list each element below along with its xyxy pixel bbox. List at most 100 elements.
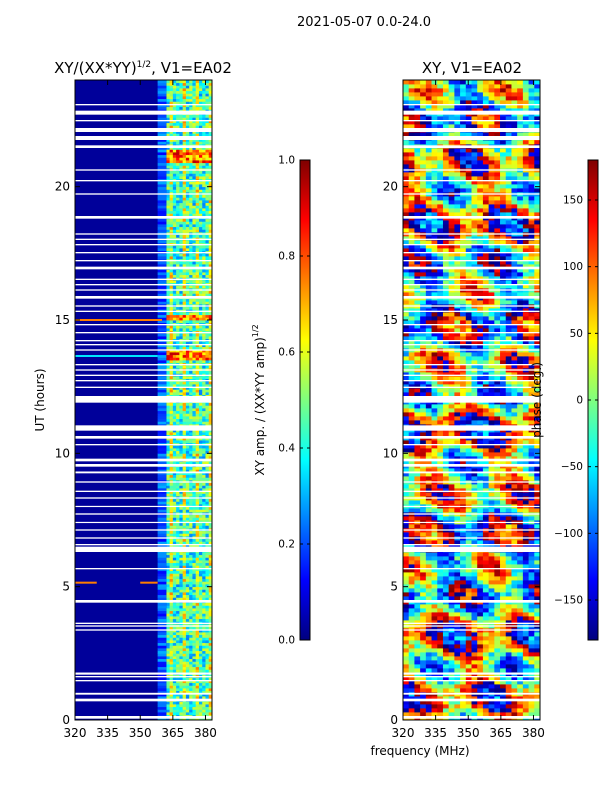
phase-cell [437,652,444,657]
amplitude-cell [205,445,210,449]
amplitude-cell [202,450,206,454]
amplitude-cell [205,98,210,102]
amplitude-cell [182,202,187,206]
amplitude-cell [205,661,210,665]
phase-cell [534,596,541,601]
amplitude-cell [208,645,213,649]
amplitude-cell [189,680,193,684]
amplitude-cell [189,154,193,158]
phase-cell [403,508,410,513]
amplitude-cell [176,506,180,510]
phase-cell [534,544,541,549]
phase-cell [425,652,432,657]
amplitude-cell [202,634,206,638]
phase-cell [482,656,490,661]
amplitude-cell [182,538,187,542]
amplitude-cell [192,506,197,510]
phase-cell [465,540,472,545]
amplitude-cell [195,544,200,548]
amplitude-cell [166,584,170,588]
phase-cell [448,552,455,557]
amplitude-cell [169,602,174,606]
amplitude-cell [198,189,203,193]
phase-cell [517,596,524,601]
amplitude-cell [195,461,200,465]
amplitude-cell [198,661,203,665]
amplitude-cell [202,205,206,209]
amplitude-cell [166,440,170,444]
phase-cell [482,668,490,673]
amplitude-cell [169,525,174,529]
amplitude-cell [192,317,197,321]
amplitude-cell [192,253,197,257]
flagged-row [75,521,212,524]
amplitude-cell [172,165,177,169]
amplitude-cell [179,384,184,388]
amplitude-cell [198,592,203,596]
amplitude-cell [169,709,174,713]
amplitude-cell [195,154,200,158]
amplitude-cell [169,253,174,257]
amplitude-cell [157,133,167,137]
amplitude-cell [179,592,184,596]
amplitude-cell [185,264,190,268]
amplitude-cell [189,437,193,441]
amplitude-cell [205,221,210,225]
amplitude-cell [179,506,184,510]
amplitude-cell [205,520,210,524]
amplitude-cell [176,389,180,393]
amplitude-cell [179,453,184,457]
amplitude-cell [195,306,200,310]
amplitude-cell [182,184,187,188]
amplitude-cell [179,160,184,164]
phase-cell [408,564,415,569]
amplitude-cell [169,149,174,153]
phase-cell [408,588,415,593]
amplitude-cell [195,538,200,542]
phase-heatmap [403,80,541,721]
amplitude-cell [195,120,200,124]
amplitude-cell [157,413,167,417]
amplitude-cell [169,410,174,414]
amplitude-cell [182,616,187,620]
amplitude-cell [195,589,200,593]
amplitude-cell [189,261,193,265]
amplitude-cell [157,669,167,673]
phase-cell [420,540,427,545]
amplitude-cell [198,688,203,692]
amplitude-cell [198,552,203,556]
amplitude-cell [169,669,174,673]
amplitude-cell [208,490,213,494]
amplitude-cell [189,416,193,420]
amplitude-cell [157,170,167,174]
phase-cell [517,540,524,545]
amplitude-cell [157,522,167,526]
amplitude-cell [192,405,197,409]
y-tick-label: 15 [55,313,70,327]
amplitude-cell [182,570,187,574]
amplitude-cell [205,501,210,505]
phase-cell [511,576,518,581]
phase-cell [437,552,444,557]
amplitude-cell [179,106,184,110]
amplitude-cell [189,613,193,617]
amplitude-cell [198,541,203,545]
amplitude-cell [169,197,174,201]
amplitude-cell [202,176,206,180]
amplitude-cell [166,493,170,497]
phase-cell [442,556,450,561]
amplitude-cell [172,133,177,137]
phase-cell [414,564,421,569]
amplitude-cell [198,106,203,110]
amplitude-cell [169,245,174,249]
amplitude-cell [176,440,180,444]
amplitude-cell [157,256,167,260]
amplitude-cell [192,688,197,692]
amplitude-cell [176,453,180,457]
phase-cell [511,708,518,713]
amplitude-cell [208,610,213,614]
amplitude-cell [195,336,200,340]
amplitude-cell [157,581,167,585]
amplitude-cell [176,352,180,356]
amplitude-cell [205,376,210,380]
